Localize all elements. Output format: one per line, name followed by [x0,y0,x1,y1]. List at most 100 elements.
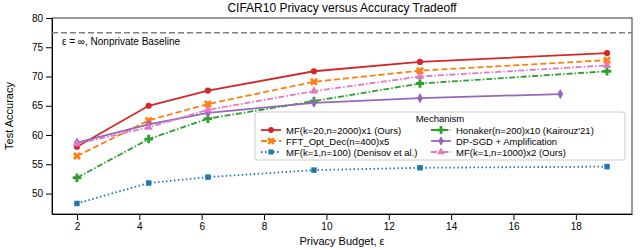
y-tick-label: 65 [32,100,44,111]
legend-entry: Honaker(n=200)x10 (Kairouz'21) [431,125,594,136]
x-tick-mark [576,214,577,220]
y-tick: 60 [32,130,52,141]
legend-marker [265,135,276,146]
x-tick-mark [326,214,327,220]
x-tick: 2 [75,214,81,232]
series-marker [73,173,81,181]
series-marker [604,50,610,56]
x-tick-mark [202,214,203,220]
legend-marker [268,127,274,133]
x-tick: 14 [446,214,458,232]
x-tick: 10 [321,214,333,232]
plot-area [52,33,632,207]
x-tick-label: 16 [508,221,520,232]
title: CIFAR10 Privacy versus Accuracy Tradeoff [227,1,457,15]
y-tick: 70 [32,71,52,82]
legend-marker [437,126,445,134]
baseline-label: ε = ∞, Nonprivate Baseline [62,36,180,47]
x-tick-label: 18 [571,221,583,232]
legend-label: DP-SGD + Amplification [456,136,557,147]
x-tick-label: 2 [75,221,81,232]
y-tick-mark [46,164,52,165]
series-marker [603,67,611,75]
series-line [77,167,607,204]
y-tick-label: 50 [32,188,44,199]
series-marker [144,135,152,143]
legend-entry: MF(k=20,n=2000)x1 (Ours) [261,125,401,136]
series-line [77,60,607,156]
x-tick-label: 12 [384,221,396,232]
y-tick-mark [46,194,52,195]
series-marker [417,59,423,65]
y-tick-label: 55 [32,159,44,170]
series-marker [74,201,79,206]
x-tick-label: 4 [137,221,143,232]
series-marker [416,72,424,79]
series-marker [73,139,81,146]
legend-marker [437,148,445,155]
y-tick: 75 [32,42,52,53]
y-axis-line [52,19,53,215]
series-marker [145,123,153,130]
series-marker [603,61,611,68]
y-tick-mark [46,77,52,78]
series-marker [204,105,212,112]
legend-label: FFT_Opt_Dec(n=400)x5 [286,136,389,147]
legend-marker [268,149,273,154]
chart: 2468101214161850556065707580CIFAR10 Priv… [0,0,640,250]
series-marker [146,180,151,185]
legend-title: Mechanism [416,113,465,124]
x-tick-label: 14 [446,221,458,232]
series-marker [311,68,317,74]
x-tick-mark [77,214,78,220]
legend: Mechanism MF(k=20,n=2000)x1 (Ours)FFT_Opt… [255,112,625,160]
x-tick-label: 10 [321,221,333,232]
y-tick: 65 [32,100,52,111]
x-tick-mark [139,214,140,220]
series-line [77,65,607,143]
y-tick: 80 [32,13,52,24]
y-tick: 50 [32,188,52,199]
x-tick: 16 [508,214,520,232]
series-marker [557,89,563,99]
series-marker [308,76,320,88]
y-axis-title: Test Accuracy [3,82,15,150]
series-marker [71,150,83,162]
y-tick-mark [46,47,52,48]
legend-label: Honaker(n=200)x10 (Kairouz'21) [456,125,594,136]
x-axis: 24681012141618 [53,214,633,232]
x-tick-mark [264,214,265,220]
x-tick-mark [514,214,515,220]
series-line [77,53,607,147]
y-tick: 55 [32,159,52,170]
series-marker [417,93,423,103]
legend-entry: FFT_Opt_Dec(n=400)x5 [261,135,389,146]
series-marker [604,164,609,169]
legend-label: MF(k=1,n=100) (Denisov et al.) [286,147,417,158]
y-tick-label: 70 [32,71,44,82]
legend-entry: MF(k=1,n=1000)x2 (Ours) [431,147,566,158]
y-tick-label: 75 [32,42,44,53]
series-marker [205,87,211,93]
series-marker [311,167,316,172]
x-tick-mark [451,214,452,220]
x-tick: 12 [384,214,396,232]
series-marker [146,103,152,109]
y-axis: 50 55 60 65 70 75 80 [32,13,53,215]
series-marker [205,174,210,179]
x-tick-label: 6 [199,221,205,232]
x-axis-title: Privacy Budget, ε [300,235,385,247]
y-tick-mark [46,18,52,19]
x-tick: 6 [199,214,205,232]
y-tick-label: 60 [32,130,44,141]
legend-label: MF(k=20,n=2000)x1 (Ours) [286,125,401,136]
series-marker [417,165,422,170]
y-tick-mark [46,106,52,107]
baseline [52,32,632,34]
x-tick: 4 [137,214,143,232]
series-marker [310,86,318,93]
plot-frame [52,18,632,214]
legend-box [255,112,625,160]
legend-marker [438,136,443,145]
y-tick-mark [46,135,52,136]
